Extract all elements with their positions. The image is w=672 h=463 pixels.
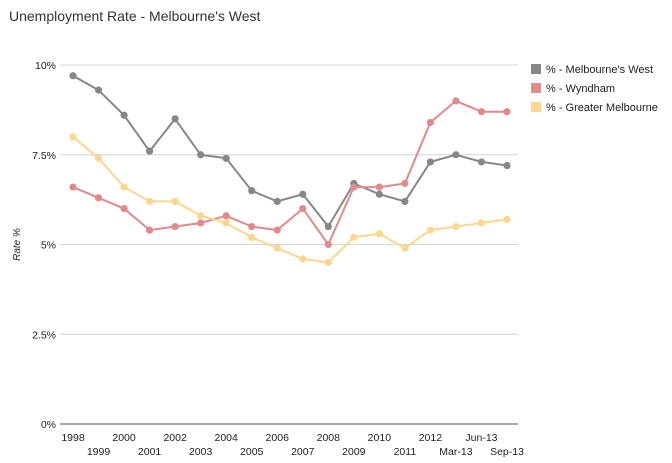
y-tick-label: 0% [41, 419, 56, 431]
data-point [145, 147, 154, 155]
data-point [197, 212, 205, 220]
y-tick-label: 7.5% [32, 150, 56, 162]
x-axis: 1998199920002001200220032004200520062007… [61, 432, 524, 458]
x-tick-label: 2000 [112, 432, 136, 444]
legend-label: % - Greater Melbourne [546, 102, 658, 114]
chart-title: Unemployment Rate - Melbourne's West [9, 8, 261, 24]
data-point [477, 158, 486, 166]
data-point [69, 133, 77, 141]
x-tick-label: 2005 [240, 446, 264, 458]
x-tick-label: 2001 [138, 446, 162, 458]
legend-swatch [531, 102, 541, 112]
y-tick-label: 2.5% [32, 329, 56, 341]
data-point [503, 161, 511, 170]
series-line [72, 74, 508, 228]
data-point [426, 118, 435, 127]
x-tick-label: 2011 [394, 446, 417, 458]
data-point [375, 230, 383, 238]
data-point [350, 233, 358, 241]
data-point [248, 233, 256, 241]
legend-swatch [531, 64, 541, 74]
x-tick-label: 2009 [342, 446, 366, 458]
series-line [72, 99, 507, 246]
x-tick-label: 1998 [61, 432, 85, 444]
legend-swatch [531, 83, 541, 93]
data-point [324, 240, 332, 249]
data-point [94, 194, 103, 202]
data-point [248, 187, 256, 195]
data-point [299, 255, 307, 263]
data-point [426, 158, 435, 166]
x-tick-label: 2012 [419, 432, 443, 444]
y-axis-title: Rate % [12, 228, 23, 261]
data-point [426, 226, 435, 234]
y-tick-label: 5% [41, 240, 56, 252]
data-point [273, 197, 281, 206]
data-point [452, 151, 460, 159]
data-point [222, 219, 230, 227]
data-point [94, 154, 103, 162]
data-point [222, 212, 230, 220]
data-point [171, 197, 179, 206]
series-layer [69, 72, 511, 267]
x-tick-label: 2002 [163, 432, 187, 444]
y-axis: 0% 2.5% 5% 7.5% 10% Rate % [12, 60, 56, 431]
data-point [477, 108, 486, 116]
data-point [145, 197, 154, 206]
x-tick-label: 1999 [87, 446, 111, 458]
data-point [94, 86, 103, 94]
data-point [324, 222, 332, 231]
series-line [72, 136, 508, 264]
data-point [69, 72, 77, 80]
data-point [452, 222, 460, 231]
data-point [69, 183, 77, 191]
legend-label: % - Wyndham [546, 83, 615, 95]
data-point [145, 226, 154, 234]
data-point [120, 111, 128, 119]
data-point [171, 222, 179, 231]
data-point [477, 219, 486, 227]
data-point [401, 197, 409, 206]
data-point [120, 183, 128, 191]
x-tick-label: 2010 [368, 432, 392, 444]
y-tick-label: 10% [35, 60, 56, 72]
data-point [197, 219, 205, 227]
data-point [299, 190, 307, 198]
data-point [324, 258, 332, 267]
legend-label: % - Melbourne's West [546, 64, 653, 76]
data-point [375, 190, 383, 198]
data-point [350, 183, 358, 191]
data-point [248, 222, 256, 231]
data-point [273, 226, 281, 234]
data-point [503, 215, 511, 223]
x-tick-label: 2003 [189, 446, 213, 458]
data-point [299, 205, 307, 213]
x-tick-label: Jun-13 [465, 432, 497, 444]
x-tick-label: Mar-13 [439, 446, 472, 458]
x-tick-label: 2006 [266, 432, 290, 444]
data-point [375, 183, 383, 191]
x-tick-label: 2008 [317, 432, 341, 444]
data-point [273, 244, 281, 252]
legend: % - Melbourne's West % - Wyndham % - Great… [531, 64, 658, 114]
data-point [401, 179, 409, 188]
data-point [120, 205, 128, 213]
data-point [401, 244, 409, 252]
data-point [171, 115, 179, 123]
grid-lines [60, 64, 518, 425]
data-point [503, 108, 511, 116]
data-point [452, 97, 460, 105]
x-tick-label: Sep-13 [490, 446, 524, 458]
data-point [222, 154, 230, 162]
x-tick-label: 2007 [291, 446, 315, 458]
data-point [197, 151, 205, 159]
x-tick-label: 2004 [214, 432, 238, 444]
